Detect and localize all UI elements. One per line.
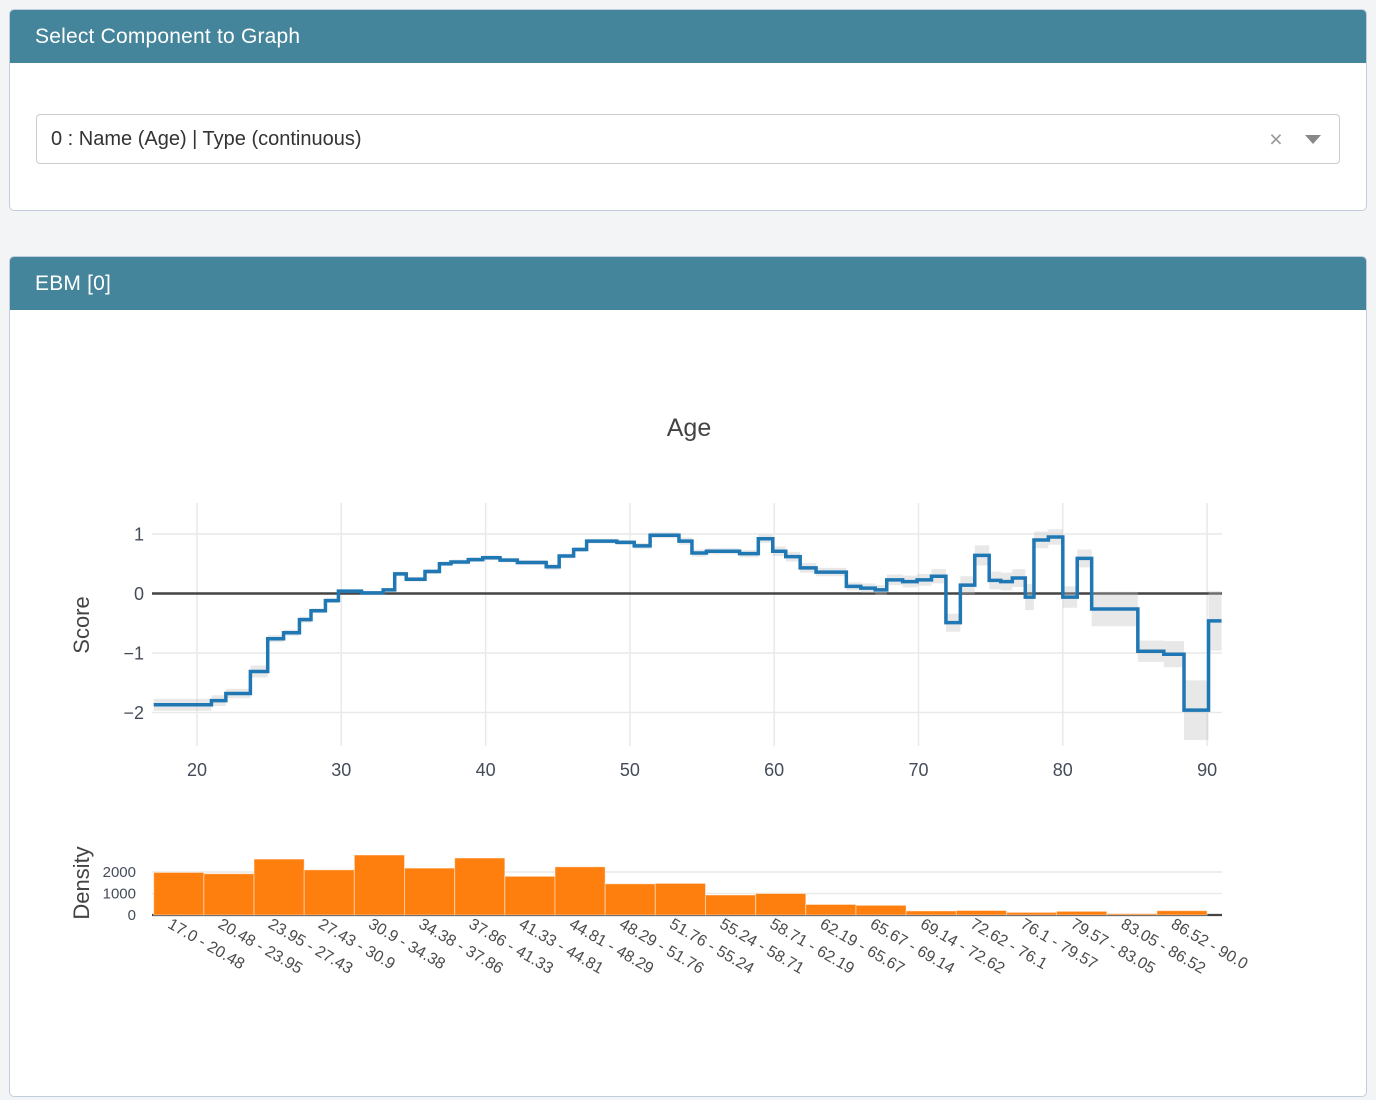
score-axis-label: Score bbox=[69, 596, 94, 653]
ebm-graph-header-label: EBM [0] bbox=[35, 271, 112, 295]
density-bar bbox=[905, 910, 957, 916]
component-dropdown[interactable]: 0 : Name (Age) | Type (continuous) × bbox=[36, 114, 1340, 164]
svg-text:1: 1 bbox=[134, 525, 144, 545]
svg-text:70: 70 bbox=[908, 760, 928, 780]
density-bar bbox=[504, 875, 556, 916]
density-bar bbox=[1005, 911, 1058, 916]
density-axis-label: Density bbox=[69, 846, 94, 919]
density-bar bbox=[203, 873, 255, 916]
svg-text:60: 60 bbox=[764, 760, 784, 780]
density-bar bbox=[253, 858, 305, 916]
density-bar bbox=[404, 867, 456, 916]
density-bar bbox=[454, 857, 506, 916]
density-bar bbox=[1056, 910, 1108, 916]
select-component-card: Select Component to Graph 0 : Name (Age)… bbox=[9, 9, 1367, 211]
clear-icon[interactable]: × bbox=[1269, 125, 1283, 152]
svg-text:90: 90 bbox=[1197, 760, 1217, 780]
svg-text:50: 50 bbox=[620, 760, 640, 780]
density-bar bbox=[805, 903, 857, 916]
svg-text:−2: −2 bbox=[123, 703, 144, 723]
density-bar bbox=[955, 909, 1007, 916]
density-bar bbox=[1156, 910, 1208, 916]
svg-text:2000: 2000 bbox=[103, 864, 136, 881]
ebm-graph-body: Age 20 30 40 50 60 70 80 90 1 0 −1 −2 Score 0 1000 20… bbox=[10, 310, 1366, 1098]
chart-title: Age bbox=[667, 414, 711, 442]
ebm-age-chart[interactable]: Age 20 30 40 50 60 70 80 90 1 0 −1 −2 Score 0 1000 20… bbox=[10, 310, 1366, 1093]
svg-text:0: 0 bbox=[128, 907, 136, 924]
svg-text:1000: 1000 bbox=[103, 886, 136, 903]
select-component-header: Select Component to Graph bbox=[10, 10, 1366, 63]
svg-text:0: 0 bbox=[134, 584, 144, 604]
score-step-line bbox=[153, 533, 1222, 712]
svg-text:80: 80 bbox=[1053, 760, 1073, 780]
density-bar bbox=[153, 871, 205, 916]
ebm-graph-card: EBM [0] Age 20 30 40 50 60 70 80 90 1 0 −1 −2 Score… bbox=[9, 256, 1367, 1097]
svg-text:40: 40 bbox=[476, 760, 496, 780]
density-bar bbox=[1106, 913, 1158, 916]
density-bar bbox=[554, 866, 606, 916]
ebm-graph-header: EBM [0] bbox=[10, 257, 1366, 310]
component-dropdown-value: 0 : Name (Age) | Type (continuous) bbox=[51, 127, 362, 150]
density-bar bbox=[303, 869, 355, 916]
svg-text:−1: −1 bbox=[123, 644, 144, 664]
chevron-down-icon[interactable] bbox=[1305, 134, 1321, 144]
svg-text:20: 20 bbox=[187, 760, 207, 780]
density-bar bbox=[855, 904, 907, 916]
density-bar bbox=[755, 893, 807, 916]
density-bar bbox=[604, 883, 656, 916]
density-bars bbox=[153, 854, 1208, 916]
density-bar bbox=[654, 882, 706, 916]
svg-text:30: 30 bbox=[331, 760, 351, 780]
density-bar bbox=[704, 894, 757, 916]
density-bar bbox=[353, 854, 406, 916]
score-plot-tick-labels: 20 30 40 50 60 70 80 90 1 0 −1 −2 bbox=[123, 525, 1217, 781]
select-component-header-label: Select Component to Graph bbox=[35, 24, 301, 48]
